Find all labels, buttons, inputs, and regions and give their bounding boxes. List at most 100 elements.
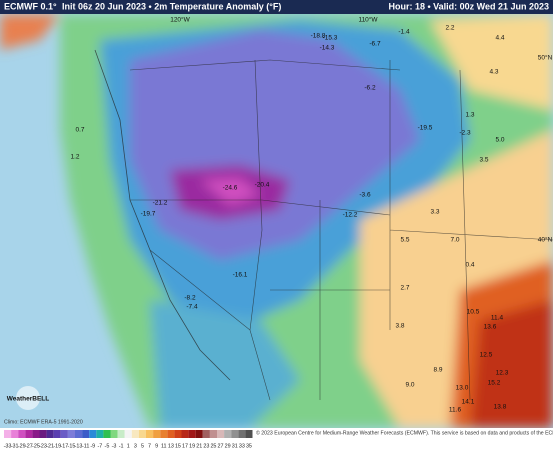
valid-time: Hour: 18 • Valid: 00z Wed 21 Jun 2023	[388, 1, 549, 11]
colorbar-label: 1	[127, 443, 130, 449]
colorbar-label: -7	[97, 443, 102, 449]
map-value-label: 0.4	[465, 262, 474, 269]
map-value-label: -6.2	[364, 85, 376, 92]
colorbar-swatch	[217, 430, 225, 438]
colorbar-swatch	[209, 430, 217, 438]
map-value-label: 12.3	[496, 370, 509, 377]
colorbar-swatch	[167, 430, 175, 438]
colorbar-label: 35	[246, 443, 252, 449]
colorbar-swatch	[202, 430, 210, 438]
colorbar-label: 19	[189, 443, 195, 449]
colorbar-swatch	[188, 430, 196, 438]
map-value-label: -21.2	[153, 200, 168, 207]
map-title: ECMWF 0.1°	[4, 1, 57, 11]
header-bar	[0, 0, 553, 14]
map-value-label: 13.0	[456, 385, 469, 392]
colorbar-label: 7	[148, 443, 151, 449]
colorbar-swatch	[32, 430, 40, 438]
map-value-label: -2.3	[459, 130, 471, 137]
colorbar-label: 27	[218, 443, 224, 449]
map-value-label: -19.7	[141, 211, 156, 218]
colorbar-label: -19	[53, 443, 61, 449]
copyright: © 2023 European Centre for Medium-Range …	[256, 429, 553, 436]
colorbar-swatch	[89, 430, 97, 438]
colorbar-swatch	[46, 430, 54, 438]
colorbar-swatch	[160, 430, 168, 438]
colorbar-swatch	[153, 430, 161, 438]
colorbar-label: 5	[141, 443, 144, 449]
colorbar-swatch	[245, 430, 253, 438]
max-min: Max: 18.7 • Min: -34.5	[459, 440, 549, 450]
colorbar-swatch	[4, 430, 12, 438]
colorbar-swatch	[117, 430, 125, 438]
map-value-label: 3.3	[430, 209, 439, 216]
map-value-label: 9.0	[405, 382, 414, 389]
map-value-label: -8.2	[184, 295, 196, 302]
map-value-label: -24.6	[223, 185, 238, 192]
colorbar-label: 9	[155, 443, 158, 449]
colorbar-label: 13	[168, 443, 174, 449]
colorbar-label: 11	[161, 443, 167, 449]
map-value-label: 4.4	[495, 35, 504, 42]
colorbar-label: -1	[119, 443, 124, 449]
colorbar-swatch	[224, 430, 232, 438]
map-value-label: 5.5	[400, 237, 409, 244]
map-value-label: -15.3	[323, 35, 338, 42]
logo-text: WeatherBELL	[7, 396, 50, 403]
climo-note: Climo: ECMWF ERA-5 1991-2020	[4, 419, 83, 425]
gridline-label: 50°N	[538, 54, 553, 62]
colorbar-label: 31	[232, 443, 238, 449]
colorbar-label: -13	[75, 443, 83, 449]
colorbar-swatch	[25, 430, 33, 438]
colorbar-label: 3	[134, 443, 137, 449]
colorbar-swatch	[39, 430, 47, 438]
colorbar-label: -5	[105, 443, 110, 449]
colorbar-swatch	[82, 430, 90, 438]
map-value-label: -1.4	[398, 29, 410, 36]
map-value-label: 12.5	[480, 352, 493, 359]
colorbar-swatch	[131, 430, 139, 438]
colorbar-swatch	[181, 430, 189, 438]
map-value-label: 10.5	[467, 309, 480, 316]
colorbar-swatch	[67, 430, 75, 438]
map-value-label: -16.1	[233, 272, 248, 279]
map-value-label: -12.2	[343, 212, 358, 219]
colorbar-label: -3	[112, 443, 117, 449]
map-value-label: -7.4	[186, 304, 198, 311]
colorbar-swatch	[146, 430, 154, 438]
map-field	[0, 14, 553, 428]
map-value-label: 11.4	[491, 315, 504, 322]
colorbar-label: -21	[46, 443, 54, 449]
colorbar-swatch	[110, 430, 118, 438]
colorbar-label: 33	[239, 443, 245, 449]
map-value-label: -19.5	[418, 125, 433, 132]
colorbar-swatch	[11, 430, 19, 438]
colorbar-label: -33	[4, 443, 12, 449]
map-value-label: -6.7	[369, 41, 381, 48]
colorbar-swatch	[60, 430, 68, 438]
map-value-label: 7.0	[450, 237, 459, 244]
colorbar-swatch	[18, 430, 26, 438]
colorbar-label: -31	[11, 443, 19, 449]
colorbar-swatch	[96, 430, 104, 438]
map-value-label: 15.2	[488, 380, 501, 387]
logo: WeatherBELL	[7, 386, 50, 410]
colorbar-label: -23	[39, 443, 47, 449]
colorbar-label: 21	[196, 443, 202, 449]
map-value-label: 2.7	[400, 285, 409, 292]
colorbar-label: 23	[203, 443, 209, 449]
gridline-label: 40°N	[538, 236, 553, 244]
colorbar-label: -27	[25, 443, 33, 449]
map-value-label: 8.9	[433, 367, 442, 374]
map-value-label: 0.7	[75, 127, 84, 134]
colorbar-swatch	[75, 430, 83, 438]
map-value-label: 4.3	[489, 69, 498, 76]
colorbar-swatch	[174, 430, 182, 438]
map-value-label: 14.1	[462, 399, 475, 406]
colorbar-label: 17	[182, 443, 188, 449]
map-value-label: 1.2	[70, 154, 79, 161]
colorbar-label: -15	[68, 443, 76, 449]
map-value-label: -3.6	[359, 192, 371, 199]
map-value-label: 11.6	[449, 407, 462, 414]
